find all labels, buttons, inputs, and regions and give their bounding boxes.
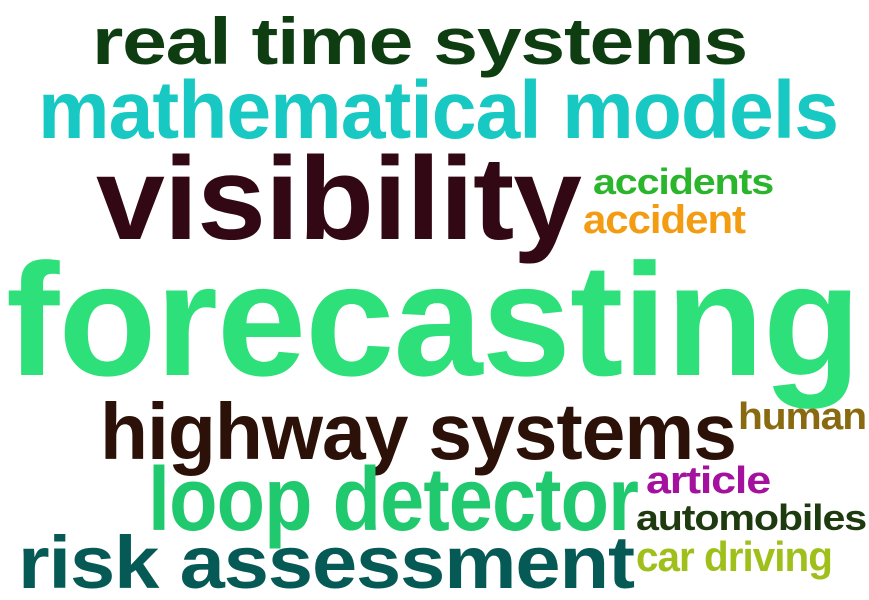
word-forecasting: forecasting xyxy=(6,230,861,409)
word-accidents: accidents xyxy=(593,161,774,202)
word-car-driving: car driving xyxy=(636,533,833,580)
word-human: human xyxy=(738,396,867,438)
word-article: article xyxy=(646,460,771,502)
word-automobiles: automobiles xyxy=(636,497,867,538)
word-loop-detector: loop detector xyxy=(148,450,639,550)
word-risk-assessment: risk assessment xyxy=(18,521,635,600)
word-accident: accident xyxy=(583,198,746,242)
word-real-time-systems: real time systems xyxy=(92,4,748,78)
word-highway-systems: highway systems xyxy=(100,387,737,476)
word-mathematical-models: mathematical models xyxy=(38,65,839,156)
word-visibility: visibility xyxy=(96,133,582,265)
